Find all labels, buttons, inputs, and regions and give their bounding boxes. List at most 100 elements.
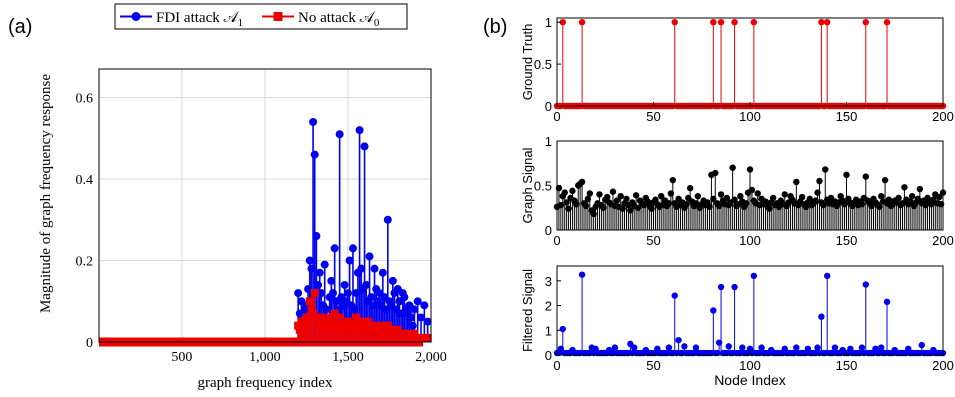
b2-point [729, 164, 736, 171]
a-point-fdi [329, 289, 338, 298]
a-point-fdi [367, 293, 376, 302]
b2-point [816, 177, 823, 185]
a-point-fdi [360, 142, 369, 151]
b2-xtick-label: 200 [932, 233, 954, 248]
b2-point [669, 176, 676, 184]
b2-marks [553, 164, 947, 230]
a-point-none [375, 325, 384, 334]
a-point-none [309, 309, 318, 318]
a-point-none [355, 321, 364, 330]
a-point-fdi [294, 289, 303, 298]
a-point-none [327, 317, 336, 326]
b3-point [862, 281, 869, 288]
b2-point [603, 193, 611, 201]
b2-point [885, 196, 893, 203]
b1-point [750, 18, 758, 26]
a-point-fdi [362, 280, 371, 289]
b2-ytick-label: 0 [545, 223, 552, 238]
b3-point [675, 336, 682, 344]
b2-point [613, 197, 621, 204]
b2-point [632, 192, 640, 199]
a-point-none [382, 329, 391, 338]
a-xtick-label: 1,500 [332, 350, 364, 365]
a-y-axis-label: Magnitude of graph frequency response [38, 74, 54, 313]
b1-point [710, 18, 717, 26]
b2-point [748, 186, 756, 194]
a-point-none [300, 321, 309, 330]
b1-point [883, 18, 891, 26]
chart-graph-signal: 0 50 100 150 200 0 0.5 1 Graph Signal [520, 134, 954, 248]
a-point-fdi [330, 244, 339, 253]
b2-point [822, 166, 829, 173]
b-x-axis-label: Node Index [714, 372, 786, 388]
b2-point [781, 191, 788, 198]
a-point-none [330, 309, 339, 318]
b3-point [824, 272, 831, 280]
a-point-none [403, 329, 412, 338]
a-point-none [362, 325, 371, 334]
b3-point [717, 283, 725, 291]
b3-marks [553, 271, 947, 357]
b2-point [908, 192, 916, 200]
b3-point [559, 325, 566, 333]
a-point-fdi [327, 276, 336, 285]
chart-a: 500 1,000 1,500 2,000 0 0.2 0.4 0.6 graph frequ… [38, 3, 447, 391]
b2-point [658, 192, 665, 200]
b2-point [617, 192, 624, 200]
b2-point [623, 195, 630, 203]
legend-label-fdi: FDI attack 𝒜1 [156, 10, 243, 29]
b1-xtick-label: 100 [739, 109, 761, 124]
b2-point [793, 178, 800, 186]
a-point-none [368, 329, 377, 338]
b1-xtick-label: 50 [646, 109, 660, 124]
chart-filtered-signal: 0 50 100 150 200 0 1 2 3 Filtered Signal Node Inde… [520, 265, 954, 388]
b2-point [561, 189, 568, 196]
a-point-none [332, 325, 341, 334]
a-point-none [352, 313, 361, 322]
b1-point [671, 18, 678, 26]
a-point-none [383, 321, 392, 330]
a-point-none [365, 321, 374, 330]
b1-point [731, 18, 738, 26]
b2-point [712, 169, 719, 177]
b2-point [798, 193, 806, 201]
b3-point [671, 292, 678, 299]
a-point-none [360, 321, 369, 330]
b1-frame [556, 17, 944, 107]
panel-b-label: (b) [483, 16, 507, 38]
b2-point [563, 199, 570, 206]
a-point-fdi [400, 293, 409, 302]
a-xtick-label: 2,000 [415, 350, 447, 365]
a-point-none [302, 313, 311, 322]
a-ytick-label: 0 [86, 336, 93, 351]
b3-point [814, 344, 821, 351]
a-point-fdi [340, 280, 349, 289]
legend-label-none: No attack 𝒜0 [298, 10, 380, 29]
a-point-none [335, 313, 344, 322]
a-point-none [333, 321, 342, 330]
a-point-none [343, 317, 352, 326]
b3-point [878, 344, 885, 351]
a-point-fdi [317, 289, 326, 298]
b1-point [862, 18, 869, 26]
a-point-none [315, 321, 324, 330]
a-ytick-label: 0.2 [76, 255, 94, 270]
a-point-fdi [420, 301, 429, 310]
a-point-fdi [423, 317, 432, 326]
b2-point [862, 173, 869, 180]
a-point-none [320, 317, 329, 326]
a-point-fdi [378, 268, 387, 277]
a-point-fdi [335, 130, 344, 139]
a-point-fdi [355, 126, 364, 135]
a-tick-labels: 500 1,000 1,500 2,000 0 0.2 0.4 0.6 [76, 92, 447, 365]
a-point-fdi [315, 268, 324, 277]
a-point-none [342, 325, 351, 334]
b1-point [717, 18, 725, 26]
b3-point [692, 344, 700, 351]
legend-box [114, 3, 408, 30]
a-point-fdi [312, 232, 321, 241]
legend-marker-none [273, 12, 283, 21]
b3-point [918, 341, 925, 349]
b3-ytick-label: 3 [545, 274, 552, 289]
b1-ytick-label: 0 [545, 99, 552, 114]
